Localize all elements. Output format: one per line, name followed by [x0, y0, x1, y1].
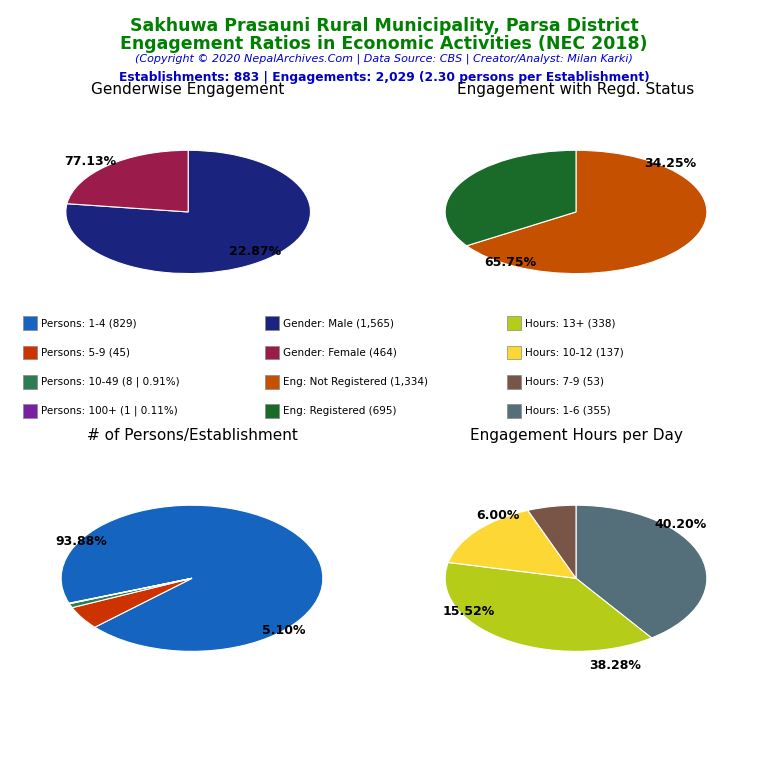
Wedge shape	[66, 151, 310, 273]
Wedge shape	[576, 505, 707, 638]
Text: Persons: 10-49 (8 | 0.91%): Persons: 10-49 (8 | 0.91%)	[41, 376, 180, 387]
Text: 77.13%: 77.13%	[65, 155, 117, 168]
Text: Persons: 5-9 (45): Persons: 5-9 (45)	[41, 347, 130, 358]
Text: Engagement Ratios in Economic Activities (NEC 2018): Engagement Ratios in Economic Activities…	[121, 35, 647, 52]
Text: Hours: 13+ (338): Hours: 13+ (338)	[525, 318, 615, 329]
Text: Hours: 1-6 (355): Hours: 1-6 (355)	[525, 406, 610, 416]
Wedge shape	[61, 505, 323, 651]
Text: Sakhuwa Prasauni Rural Municipality, Parsa District: Sakhuwa Prasauni Rural Municipality, Par…	[130, 17, 638, 35]
Title: Genderwise Engagement: Genderwise Engagement	[91, 82, 285, 98]
Title: # of Persons/Establishment: # of Persons/Establishment	[87, 428, 297, 443]
Wedge shape	[528, 505, 576, 578]
Text: 40.20%: 40.20%	[654, 518, 707, 531]
Wedge shape	[449, 511, 576, 578]
Title: Engagement with Regd. Status: Engagement with Regd. Status	[458, 82, 694, 98]
Text: Eng: Registered (695): Eng: Registered (695)	[283, 406, 396, 416]
Wedge shape	[72, 578, 192, 627]
Title: Engagement Hours per Day: Engagement Hours per Day	[469, 428, 683, 443]
Text: 6.00%: 6.00%	[476, 508, 519, 521]
Text: 34.25%: 34.25%	[644, 157, 697, 170]
Text: Establishments: 883 | Engagements: 2,029 (2.30 persons per Establishment): Establishments: 883 | Engagements: 2,029…	[119, 71, 649, 84]
Text: 15.52%: 15.52%	[442, 605, 495, 618]
Wedge shape	[445, 562, 651, 651]
Text: Persons: 1-4 (829): Persons: 1-4 (829)	[41, 318, 137, 329]
Text: Eng: Not Registered (1,334): Eng: Not Registered (1,334)	[283, 376, 428, 387]
Text: Hours: 7-9 (53): Hours: 7-9 (53)	[525, 376, 604, 387]
Text: Hours: 10-12 (137): Hours: 10-12 (137)	[525, 347, 624, 358]
Text: Gender: Female (464): Gender: Female (464)	[283, 347, 396, 358]
Wedge shape	[69, 578, 192, 607]
Wedge shape	[69, 578, 192, 604]
Text: 5.10%: 5.10%	[262, 624, 306, 637]
Text: Persons: 100+ (1 | 0.11%): Persons: 100+ (1 | 0.11%)	[41, 406, 177, 416]
Text: 22.87%: 22.87%	[230, 244, 282, 257]
Wedge shape	[445, 151, 576, 246]
Wedge shape	[467, 151, 707, 273]
Wedge shape	[67, 151, 188, 212]
Text: 93.88%: 93.88%	[55, 535, 107, 548]
Text: 65.75%: 65.75%	[485, 256, 537, 269]
Text: Gender: Male (1,565): Gender: Male (1,565)	[283, 318, 394, 329]
Text: (Copyright © 2020 NepalArchives.Com | Data Source: CBS | Creator/Analyst: Milan : (Copyright © 2020 NepalArchives.Com | Da…	[135, 54, 633, 65]
Text: 38.28%: 38.28%	[589, 659, 641, 672]
